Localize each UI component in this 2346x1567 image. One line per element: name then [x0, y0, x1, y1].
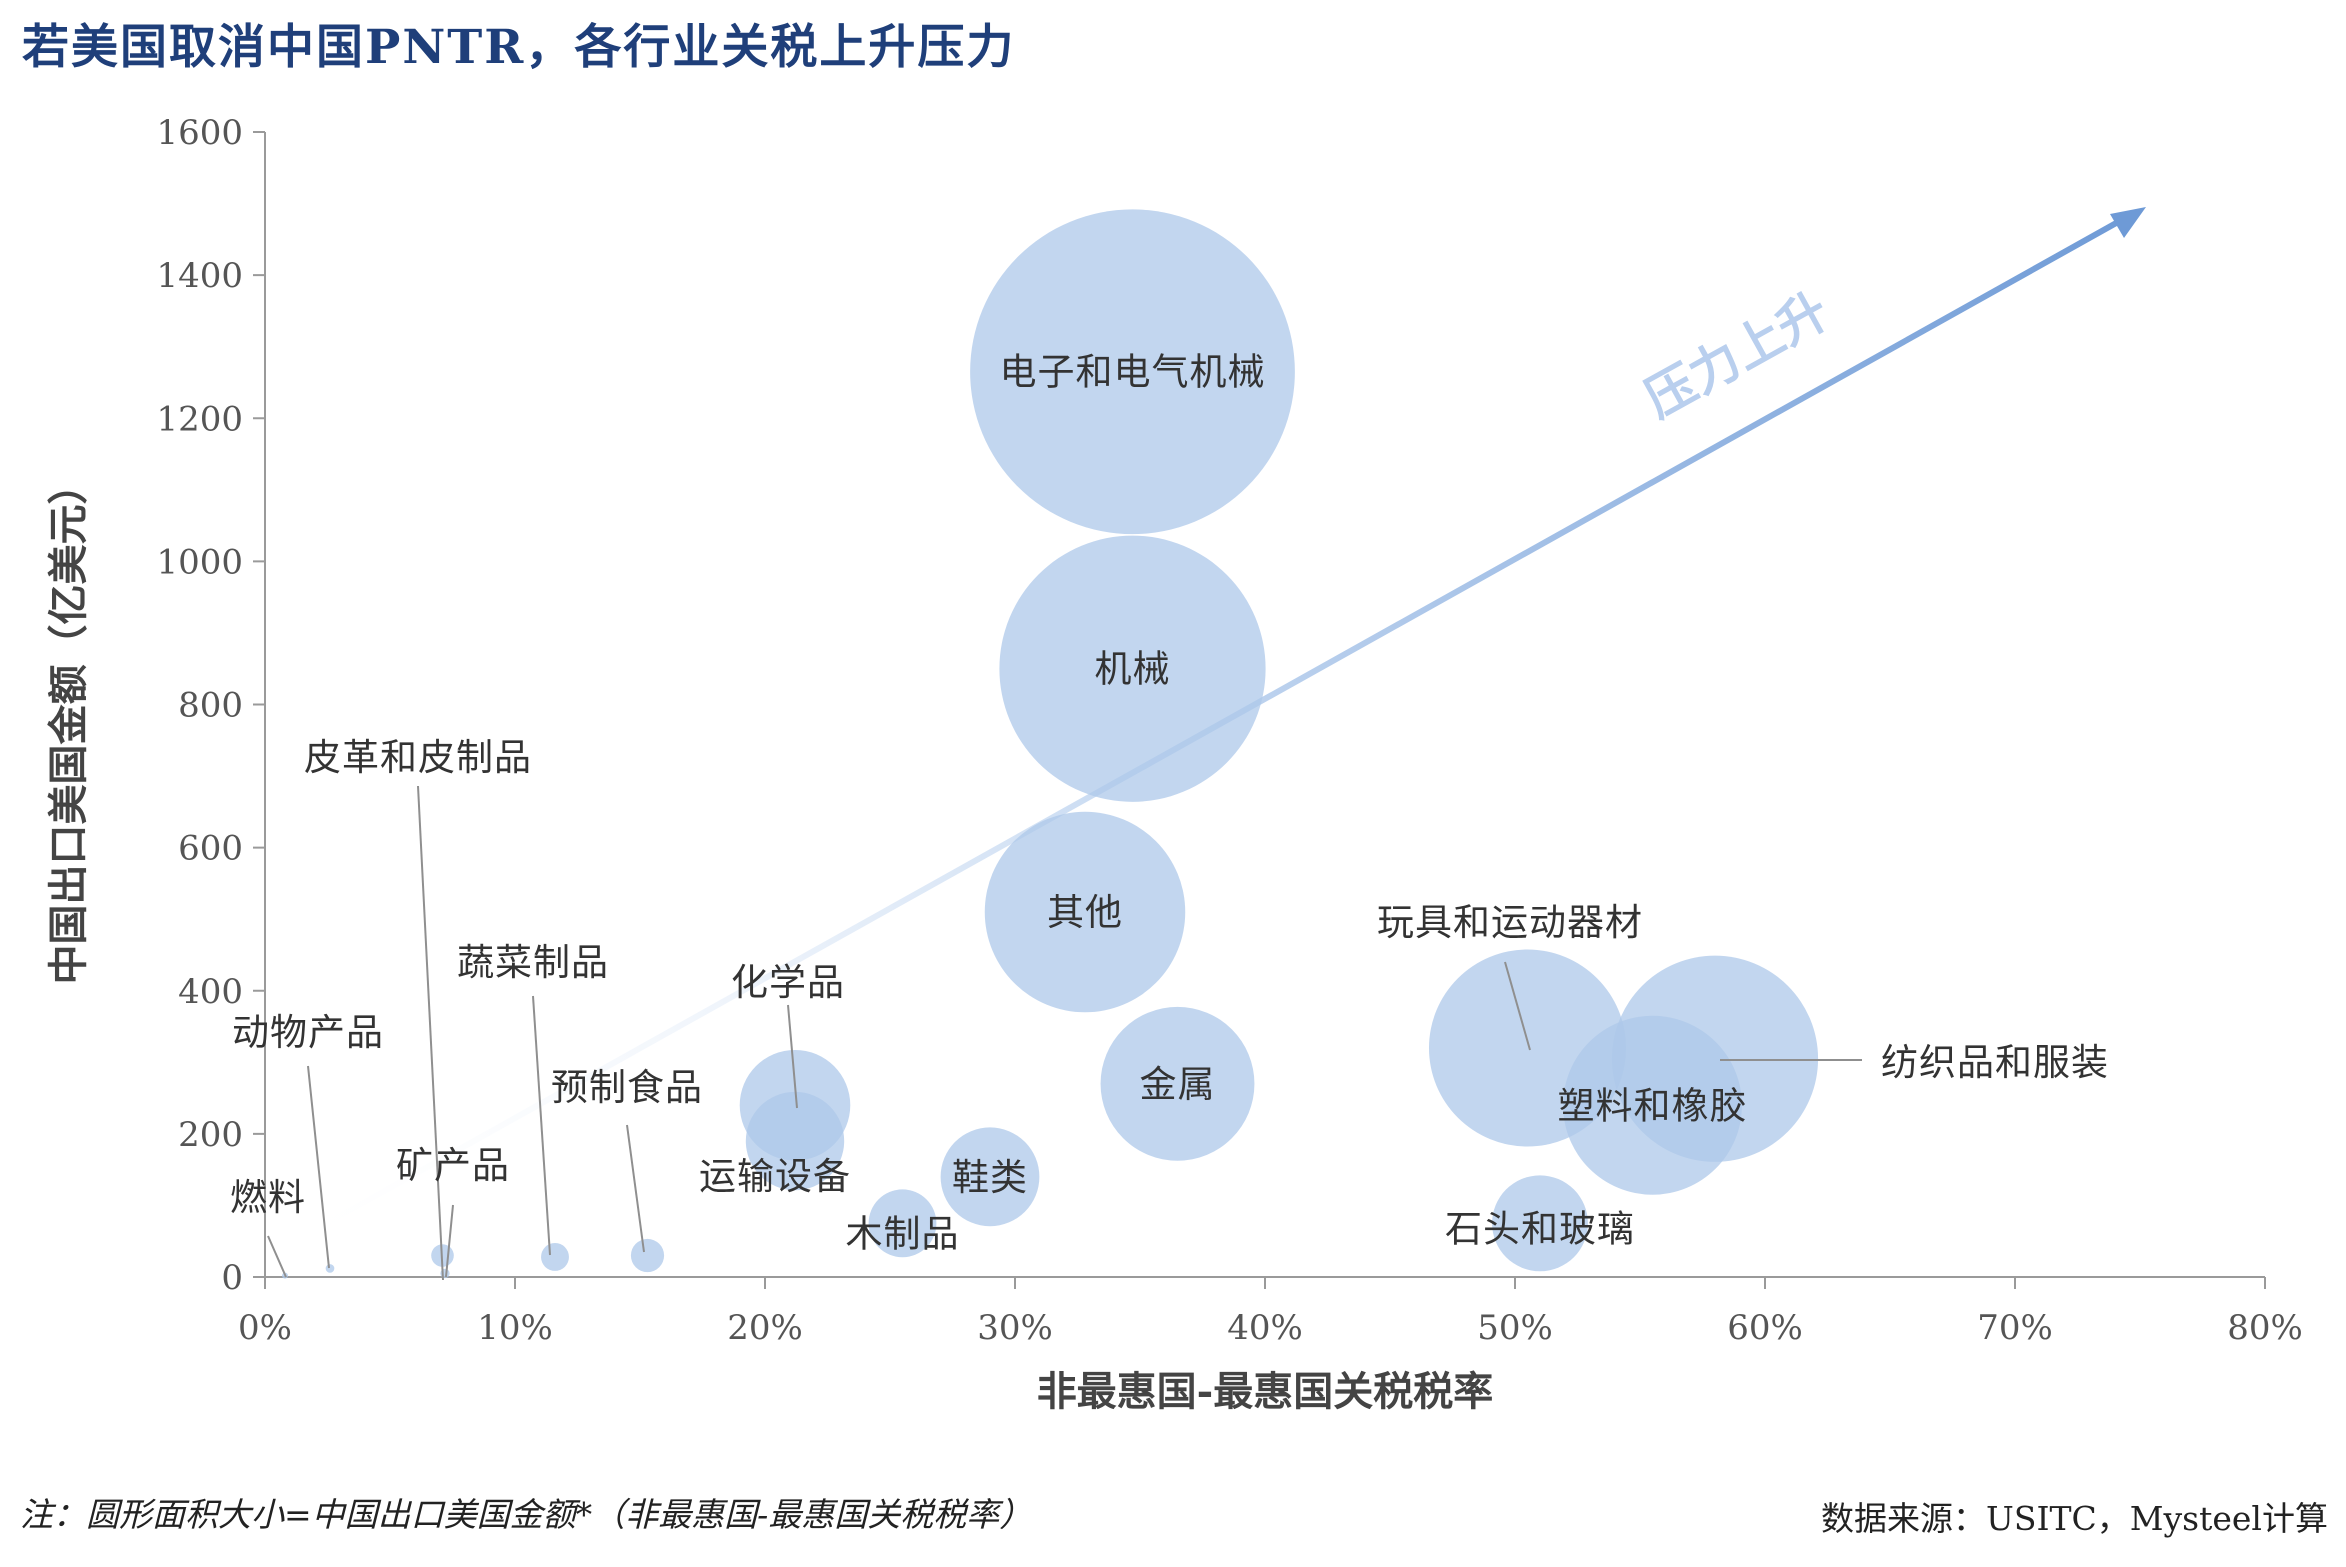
bubble-预制食品 — [630, 1238, 665, 1273]
leader-line-皮革和皮制品 — [417, 785, 444, 1281]
chart-title: 若美国取消中国PNTR，各行业关税上升压力 — [22, 20, 1016, 75]
trend-arrow-label: 压力上升 — [1635, 280, 1839, 429]
leader-line-化学品 — [787, 1004, 798, 1109]
bubble-label-预制食品: 预制食品 — [551, 1066, 703, 1109]
y-tick-label: 800 — [178, 686, 243, 726]
bubble-运输设备 — [745, 1091, 845, 1191]
bubble-label-矿产品: 矿产品 — [396, 1144, 510, 1187]
bubble-label-化学品: 化学品 — [731, 961, 845, 1004]
chart-note: 注：圆形面积大小=中国出口美国金额*（非最惠国-最惠国关税税率） — [20, 1495, 1033, 1534]
bubble-label-燃料: 燃料 — [230, 1176, 306, 1219]
bubble-蔬菜制品 — [541, 1242, 569, 1271]
y-tick-label: 1400 — [156, 256, 243, 296]
bubble-动物产品 — [325, 1264, 335, 1273]
bubble-label-石头和玻璃: 石头和玻璃 — [1445, 1207, 1635, 1250]
bubble-石头和玻璃 — [1492, 1175, 1588, 1272]
y-tick-label: 1200 — [156, 399, 243, 439]
bubble-label-蔬菜制品: 蔬菜制品 — [457, 941, 609, 984]
bubble-label-运输设备: 运输设备 — [699, 1155, 851, 1198]
x-axis-label: 非最惠国-最惠国关税税率 — [1037, 1368, 1494, 1415]
data-source: 数据来源：USITC，Mysteel计算 — [1821, 1499, 2328, 1538]
bubble-金属 — [1100, 1006, 1255, 1161]
leader-line-蔬菜制品 — [532, 995, 551, 1256]
y-tick-label: 1600 — [156, 113, 243, 153]
bubble-label-鞋类: 鞋类 — [952, 1156, 1028, 1199]
x-tick-label: 10% — [477, 1308, 553, 1348]
bubble-label-木制品: 木制品 — [846, 1212, 960, 1255]
bubble-label-皮革和皮制品: 皮革和皮制品 — [304, 736, 532, 779]
bubble-木制品 — [868, 1189, 937, 1258]
x-tick-label: 20% — [727, 1308, 803, 1348]
y-tick-label: 400 — [178, 972, 243, 1012]
bubble-鞋类 — [940, 1127, 1040, 1227]
x-tick-label: 80% — [2227, 1308, 2303, 1348]
bubble-label-塑料和橡胶: 塑料和橡胶 — [1558, 1084, 1748, 1127]
y-tick-label: 200 — [178, 1115, 243, 1155]
x-tick-label: 50% — [1477, 1308, 1553, 1348]
bubble-label-纺织品和服装: 纺织品和服装 — [1881, 1041, 2109, 1084]
leader-line-矿产品 — [445, 1204, 454, 1278]
bubble-电子和电气机械 — [970, 209, 1295, 535]
bubble-机械 — [999, 535, 1266, 802]
x-tick-label: 30% — [977, 1308, 1053, 1348]
bubble-label-其他: 其他 — [1047, 891, 1123, 934]
x-tick-label: 40% — [1227, 1308, 1303, 1348]
leader-line-玩具和运动器材 — [1504, 961, 1531, 1051]
x-tick-label: 60% — [1727, 1308, 1803, 1348]
y-tick-label: 600 — [178, 829, 243, 869]
x-tick-label: 0% — [238, 1308, 292, 1348]
leader-line-动物产品 — [307, 1065, 330, 1269]
leader-line-燃料 — [267, 1235, 287, 1278]
bubble-label-机械: 机械 — [1095, 648, 1171, 691]
y-axis-label: 中国出口美国金额（亿美元） — [45, 465, 92, 985]
bubble-label-金属: 金属 — [1140, 1063, 1216, 1106]
bubble-label-玩具和运动器材: 玩具和运动器材 — [1377, 901, 1643, 944]
bubble-label-电子和电气机械: 电子和电气机械 — [1000, 351, 1266, 394]
leader-line-预制食品 — [626, 1124, 645, 1253]
bubble-label-动物产品: 动物产品 — [232, 1011, 384, 1054]
bubble-其他 — [984, 811, 1186, 1013]
y-tick-label: 0 — [221, 1258, 243, 1298]
trend-arrow-head — [2110, 207, 2146, 238]
y-tick-label: 1000 — [156, 542, 243, 582]
bubble-塑料和橡胶 — [1563, 1015, 1742, 1195]
x-tick-label: 70% — [1977, 1308, 2053, 1348]
